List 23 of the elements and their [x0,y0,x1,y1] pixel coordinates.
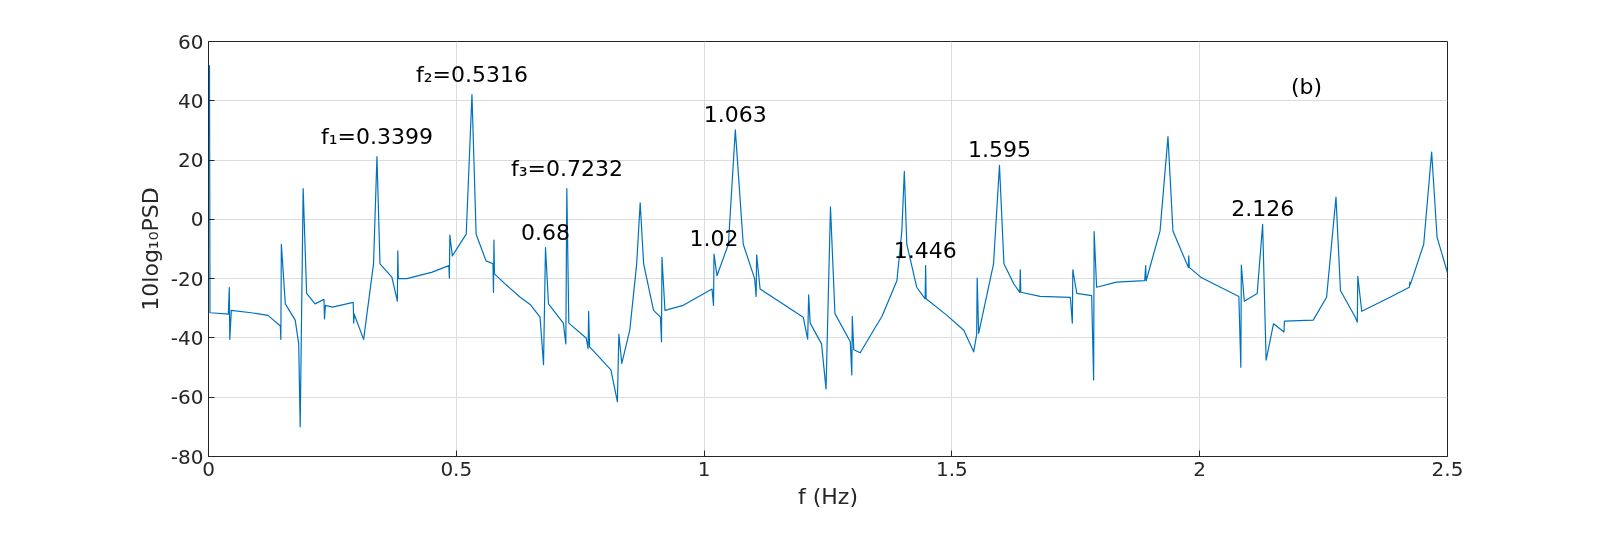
x-tick-label: 2.5 [1431,456,1464,481]
y-tick-label: -20 [170,266,204,291]
x-tick-label: 0.5 [440,456,473,481]
annotation: 1.063 [703,101,767,127]
y-tick-label: -40 [170,325,204,350]
annotation: (b) [1290,74,1323,99]
y-tick-label: 60 [178,29,204,54]
y-axis-title: 10log₁₀PSD [137,187,163,311]
y-tick-label: -60 [170,385,204,410]
y-tick-label: -80 [170,444,204,469]
x-tick-label: 1.5 [936,456,968,481]
x-axis-title: f (Hz) [798,483,858,509]
annotation: 1.595 [967,137,1031,163]
annotation: f₁=0.3399 [320,123,433,149]
line-series [208,64,1448,428]
y-tick-label: 0 [190,207,204,232]
annotation: f₂=0.5316 [415,61,528,87]
y-tick-label: 40 [178,88,204,113]
x-tick-label: 2 [1193,456,1207,481]
annotation: 2.126 [1231,196,1295,222]
annotation: f₃=0.7232 [510,155,623,181]
y-tick-label: 20 [178,148,204,173]
x-tick-label: 1 [697,456,711,481]
